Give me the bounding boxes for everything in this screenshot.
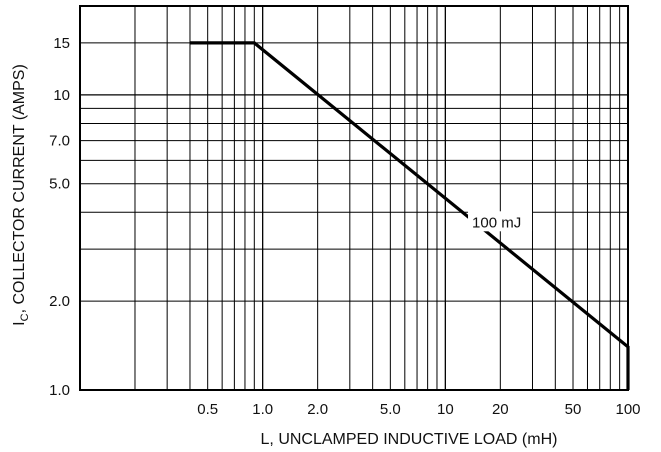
y-tick-label: 15 (53, 35, 70, 52)
x-tick-label: 0.5 (197, 401, 218, 418)
y-axis-label-sub: C (19, 313, 31, 321)
x-tick-label: 10 (437, 401, 454, 418)
series-line-100mj (190, 41, 630, 390)
x-tick-label: 5.0 (380, 401, 401, 418)
y-tick-label: 5.0 (49, 176, 70, 193)
annotation-label: 100 mJ (472, 214, 521, 231)
plot-frame (79, 5, 629, 391)
annotation-background (468, 211, 533, 232)
y-tick-label: 1.0 (49, 382, 70, 399)
y-tick-label: 7.0 (49, 133, 70, 150)
series-layer (190, 41, 630, 390)
x-tick-labels: 0.5 1.0 2.0 5.0 10 20 50 100 (197, 401, 640, 418)
x-tick-label: 1.0 (252, 401, 273, 418)
x-tick-label: 100 (615, 401, 640, 418)
y-tick-labels: 1.0 2.0 5.0 7.0 10 15 (49, 35, 70, 399)
x-tick-label: 20 (492, 401, 509, 418)
y-tick-label: 2.0 (49, 293, 70, 310)
grid-lines (80, 6, 628, 390)
x-axis-label: L, UNCLAMPED INDUCTIVE LOAD (mH) (261, 431, 558, 448)
y-tick-label: 10 (53, 87, 70, 104)
y-axis-label-main: I (11, 321, 28, 325)
y-axis-label: IC, COLLECTOR CURRENT (AMPS) (11, 64, 31, 326)
x-tick-label: 50 (565, 401, 582, 418)
x-tick-label: 2.0 (307, 401, 328, 418)
y-axis-label-rest: , COLLECTOR CURRENT (AMPS) (11, 64, 28, 313)
annotation-layer: 100 mJ (468, 211, 533, 232)
